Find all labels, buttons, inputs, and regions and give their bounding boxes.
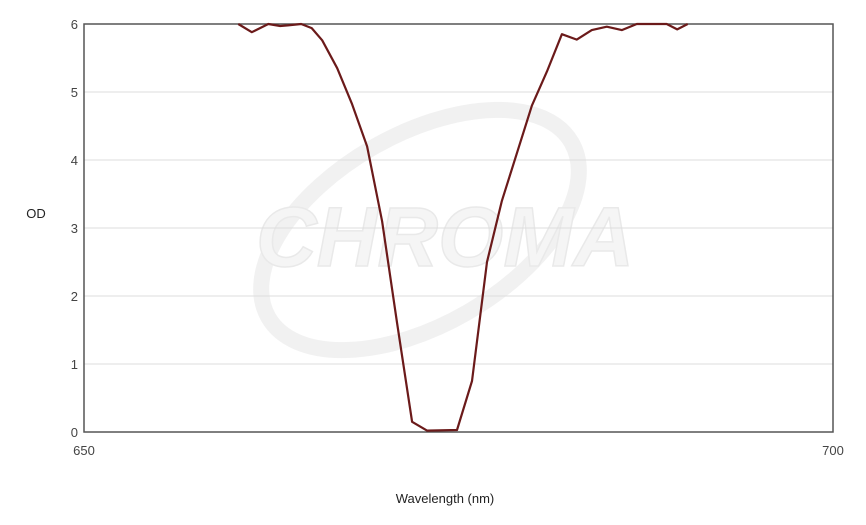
y-tick-label: 1 [71, 357, 78, 372]
y-tick-labels: 0 1 2 3 4 5 6 [71, 17, 78, 440]
watermark-text: CHROMA [256, 190, 634, 284]
chroma-watermark-logo: CHROMA [253, 101, 635, 359]
y-tick-label: 4 [71, 153, 78, 168]
y-tick-label: 5 [71, 85, 78, 100]
grid [84, 23, 833, 433]
watermark-swoosh [253, 101, 587, 359]
y-tick-label: 2 [71, 289, 78, 304]
y-tick-label: 6 [71, 17, 78, 32]
y-tick-label: 3 [71, 221, 78, 236]
x-axis-label: Wavelength (nm) [396, 491, 495, 506]
plot-area-frame [83, 23, 834, 433]
od-series-line [237, 22, 689, 432]
y-axis-label: OD [26, 206, 46, 221]
x-tick-label: 700 [822, 443, 844, 458]
y-tick-label: 0 [71, 425, 78, 440]
x-tick-labels: 650 700 [73, 443, 844, 458]
x-tick-label: 650 [73, 443, 95, 458]
